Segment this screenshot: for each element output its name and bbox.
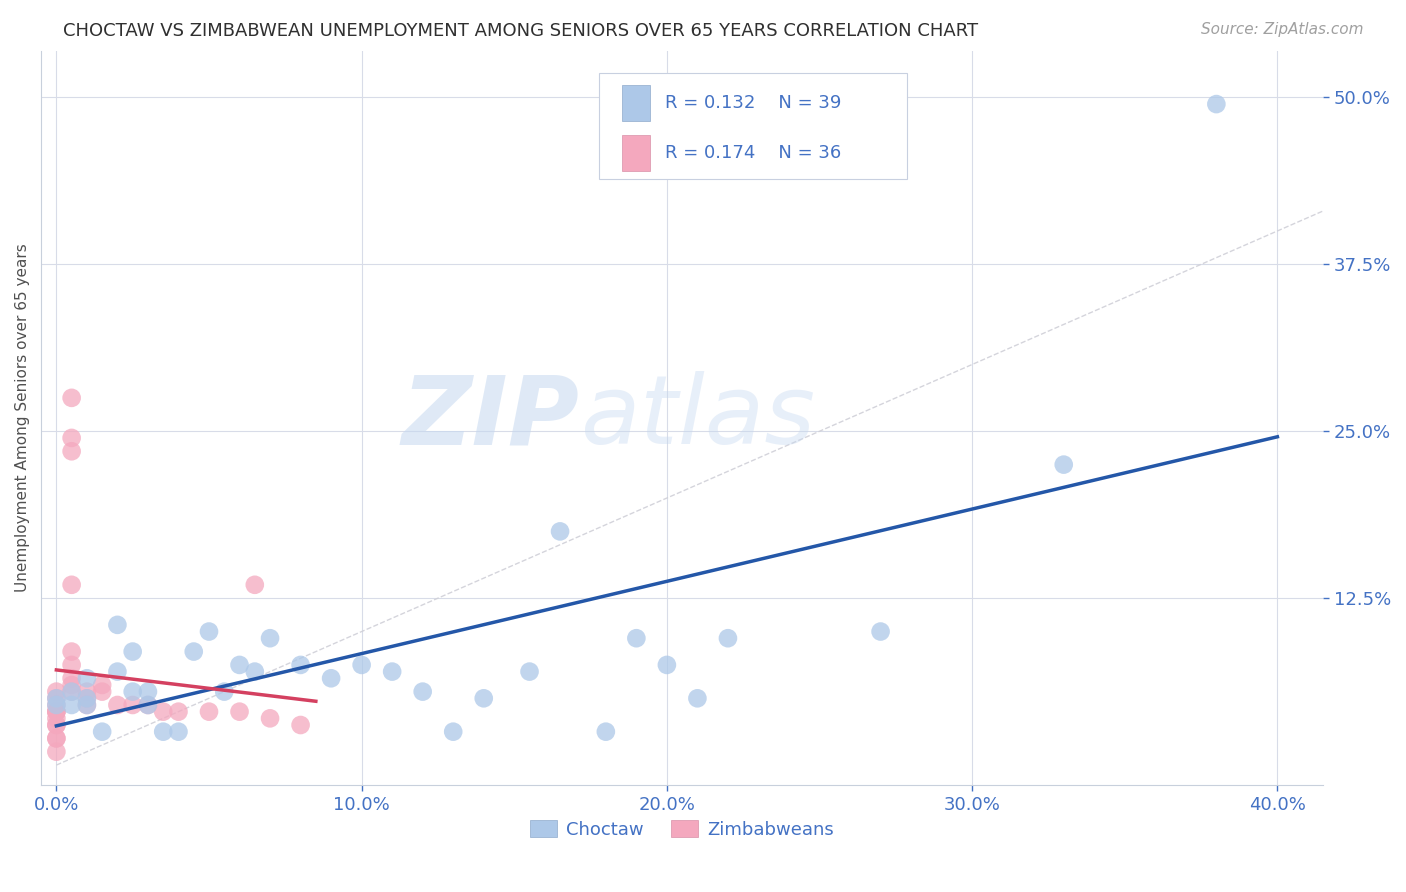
Point [45,731,67,746]
Point [136,684,159,698]
Point [228,705,250,719]
Point [412,684,434,698]
Bar [621,86,650,120]
Point [686,691,709,706]
Point [45,718,67,732]
Point [1053,458,1076,472]
Y-axis label: Unemployment Among Seniors over 65 years: Unemployment Among Seniors over 65 years [15,244,30,592]
Point [228,657,250,672]
Point [60,644,83,658]
Point [45,684,67,698]
Point [1205,97,1227,112]
Point [167,724,190,739]
Point [441,724,464,739]
Point [259,631,281,645]
Point [869,624,891,639]
Point [60,698,83,712]
Text: Source: ZipAtlas.com: Source: ZipAtlas.com [1201,22,1364,37]
Point [183,644,205,658]
Point [548,524,571,539]
Point [76,684,98,698]
Point [259,711,281,725]
FancyBboxPatch shape [599,73,907,179]
Point [91,678,114,692]
Text: CHOCTAW VS ZIMBABWEAN UNEMPLOYMENT AMONG SENIORS OVER 65 YEARS CORRELATION CHART: CHOCTAW VS ZIMBABWEAN UNEMPLOYMENT AMONG… [63,22,979,40]
Point [45,691,67,706]
Point [136,698,159,712]
Point [60,444,83,458]
Point [60,684,83,698]
Point [121,698,143,712]
Point [626,631,648,645]
Point [167,705,190,719]
Point [717,631,740,645]
Text: ZIP: ZIP [402,371,579,465]
Point [76,698,98,712]
Point [198,624,221,639]
Point [107,698,129,712]
Point [91,724,114,739]
Point [60,657,83,672]
Text: atlas: atlas [579,371,814,465]
Point [121,644,143,658]
Point [45,698,67,712]
Legend: Choctaw, Zimbabweans: Choctaw, Zimbabweans [523,814,841,846]
Point [60,391,83,405]
Point [76,698,98,712]
Point [472,691,495,706]
Point [45,745,67,759]
Point [76,671,98,685]
Point [60,578,83,592]
Point [45,731,67,746]
Point [290,657,312,672]
Point [45,705,67,719]
Point [76,691,98,706]
Point [60,671,83,685]
Point [107,665,129,679]
Point [121,684,143,698]
Point [45,698,67,712]
Point [60,684,83,698]
Point [350,657,373,672]
Text: R = 0.174    N = 36: R = 0.174 N = 36 [665,144,842,162]
Point [290,718,312,732]
Point [45,691,67,706]
Text: R = 0.132    N = 39: R = 0.132 N = 39 [665,94,842,112]
Point [243,578,266,592]
Point [595,724,617,739]
Point [243,665,266,679]
Point [45,718,67,732]
Point [214,684,236,698]
Point [655,657,678,672]
Bar [621,136,650,170]
Point [91,684,114,698]
Point [136,698,159,712]
Point [45,705,67,719]
Point [76,691,98,706]
Point [107,618,129,632]
Point [60,678,83,692]
Point [152,724,174,739]
Point [45,711,67,725]
Point [519,665,541,679]
Point [198,705,221,719]
Point [152,705,174,719]
Point [45,705,67,719]
Point [381,665,404,679]
Point [319,671,342,685]
Point [60,431,83,445]
